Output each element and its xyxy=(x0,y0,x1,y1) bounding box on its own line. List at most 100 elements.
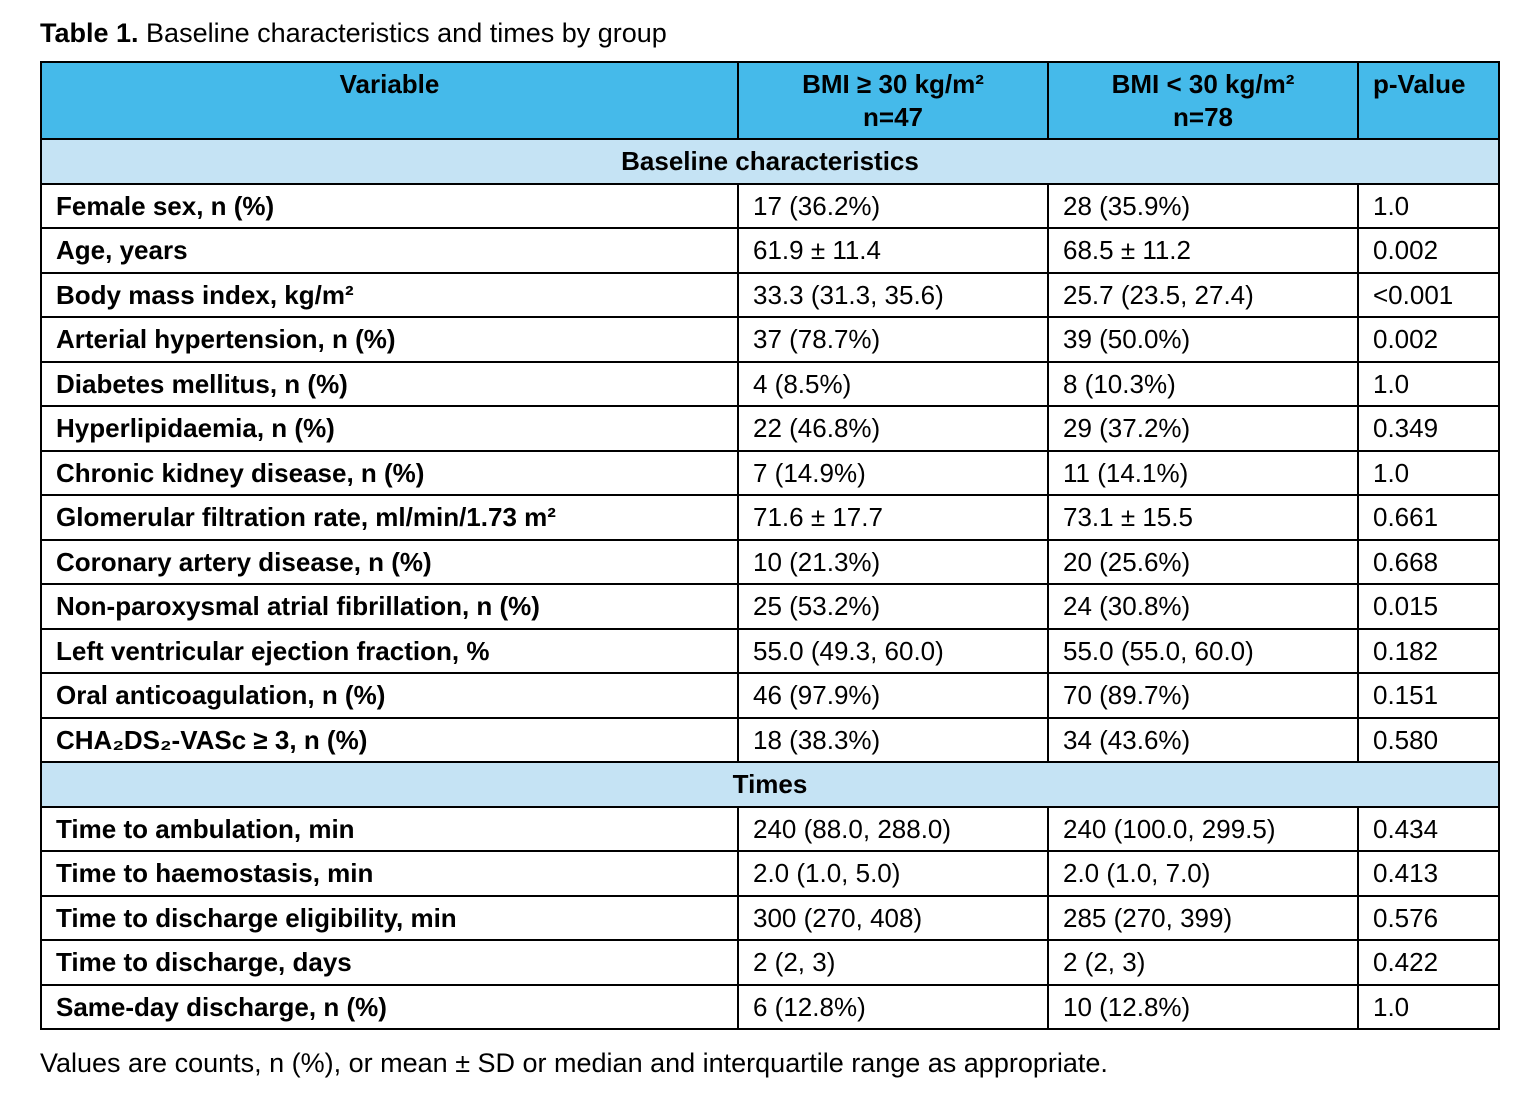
table-row: Age, years 61.9 ± 11.4 68.5 ± 11.2 0.002 xyxy=(40,227,1500,274)
variable-cell: Coronary artery disease, n (%) xyxy=(40,538,739,586)
group1-value-cell: 25 (53.2%) xyxy=(737,583,1049,630)
section-header: Times xyxy=(40,761,1500,808)
variable-cell: Same-day discharge, n (%) xyxy=(40,983,739,1031)
group1-value-cell: 18 (38.3%) xyxy=(737,716,1049,764)
variable-cell: Time to haemostasis, min xyxy=(40,850,739,897)
variable-cell: Diabetes mellitus, n (%) xyxy=(40,360,739,408)
section-row: Times xyxy=(40,761,1500,808)
table-caption-number: Table 1. xyxy=(40,18,139,48)
p-value-cell: 0.182 xyxy=(1357,627,1500,675)
group2-value-cell: 39 (50.0%) xyxy=(1047,316,1359,363)
variable-cell: Glomerular filtration rate, ml/min/1.73 … xyxy=(40,494,739,541)
group1-value-cell: 240 (88.0, 288.0) xyxy=(737,805,1049,853)
section-header: Baseline characteristics xyxy=(40,138,1500,185)
header-row: Variable BMI ≥ 30 kg/m² n=47 BMI < 30 kg… xyxy=(40,61,1500,141)
header-group-bmi-lt-30: BMI < 30 kg/m² n=78 xyxy=(1047,61,1359,141)
table-row: Same-day discharge, n (%) 6 (12.8%) 10 (12… xyxy=(40,983,1500,1031)
group2-value-cell: 55.0 (55.0, 60.0) xyxy=(1047,627,1359,675)
group1-value-cell: 300 (270, 408) xyxy=(737,894,1049,942)
group2-value-cell: 11 (14.1%) xyxy=(1047,449,1359,497)
group2-value-cell: 2.0 (1.0, 7.0) xyxy=(1047,850,1359,897)
group2-value-cell: 25.7 (23.5, 27.4) xyxy=(1047,271,1359,319)
header-variable: Variable xyxy=(40,61,739,141)
table-caption: Table 1. Baseline characteristics and ti… xyxy=(40,16,1498,51)
p-value-cell: 0.580 xyxy=(1357,716,1500,764)
table-row: Body mass index, kg/m² 33.3 (31.3, 35.6) 2… xyxy=(40,271,1500,319)
group1-value-cell: 10 (21.3%) xyxy=(737,538,1049,586)
header-group1-line1: BMI ≥ 30 kg/m² xyxy=(802,69,984,100)
group1-value-cell: 71.6 ± 17.7 xyxy=(737,494,1049,541)
group1-value-cell: 7 (14.9%) xyxy=(737,449,1049,497)
table-caption-text: Baseline characteristics and times by gr… xyxy=(138,18,667,48)
table-row: Time to ambulation, min 240 (88.0, 288.0)… xyxy=(40,805,1500,853)
header-group2-line1: BMI < 30 kg/m² xyxy=(1111,69,1295,100)
table-row: CHA₂DS₂-VASc ≥ 3, n (%) 18 (38.3%) 34 (43.… xyxy=(40,716,1500,764)
p-value-cell: 1.0 xyxy=(1357,182,1500,230)
p-value-cell: 1.0 xyxy=(1357,360,1500,408)
p-value-cell: 1.0 xyxy=(1357,449,1500,497)
variable-cell: Hyperlipidaemia, n (%) xyxy=(40,405,739,452)
group1-value-cell: 22 (46.8%) xyxy=(737,405,1049,452)
p-value-cell: <0.001 xyxy=(1357,271,1500,319)
header-group1-line2: n=47 xyxy=(863,101,923,132)
variable-cell: CHA₂DS₂-VASc ≥ 3, n (%) xyxy=(40,716,739,764)
p-value-cell: 0.434 xyxy=(1357,805,1500,853)
header-p-value: p-Value xyxy=(1357,61,1500,141)
table-row: Chronic kidney disease, n (%) 7 (14.9%) 11… xyxy=(40,449,1500,497)
p-value-cell: 0.668 xyxy=(1357,538,1500,586)
variable-cell: Body mass index, kg/m² xyxy=(40,271,739,319)
group2-value-cell: 24 (30.8%) xyxy=(1047,583,1359,630)
table-row: Diabetes mellitus, n (%) 4 (8.5%) 8 (10.3%… xyxy=(40,360,1500,408)
group2-value-cell: 68.5 ± 11.2 xyxy=(1047,227,1359,274)
p-value-cell: 0.413 xyxy=(1357,850,1500,897)
variable-cell: Time to ambulation, min xyxy=(40,805,739,853)
group2-value-cell: 34 (43.6%) xyxy=(1047,716,1359,764)
group2-value-cell: 8 (10.3%) xyxy=(1047,360,1359,408)
table-row: Time to discharge, days 2 (2, 3) 2 (2, 3) 0… xyxy=(40,939,1500,986)
group1-value-cell: 33.3 (31.3, 35.6) xyxy=(737,271,1049,319)
group1-value-cell: 61.9 ± 11.4 xyxy=(737,227,1049,274)
group2-value-cell: 2 (2, 3) xyxy=(1047,939,1359,986)
group2-value-cell: 29 (37.2%) xyxy=(1047,405,1359,452)
variable-cell: Time to discharge eligibility, min xyxy=(40,894,739,942)
group1-value-cell: 6 (12.8%) xyxy=(737,983,1049,1031)
baseline-characteristics-table: Variable BMI ≥ 30 kg/m² n=47 BMI < 30 kg… xyxy=(40,61,1500,1031)
variable-cell: Left ventricular ejection fraction, % xyxy=(40,627,739,675)
group1-value-cell: 46 (97.9%) xyxy=(737,672,1049,719)
group1-value-cell: 17 (36.2%) xyxy=(737,182,1049,230)
group2-value-cell: 240 (100.0, 299.5) xyxy=(1047,805,1359,853)
table-row: Oral anticoagulation, n (%) 46 (97.9%) 70 … xyxy=(40,672,1500,719)
group2-value-cell: 70 (89.7%) xyxy=(1047,672,1359,719)
p-value-cell: 0.002 xyxy=(1357,227,1500,274)
table-row: Left ventricular ejection fraction, % 55.… xyxy=(40,627,1500,675)
group2-value-cell: 20 (25.6%) xyxy=(1047,538,1359,586)
variable-cell: Age, years xyxy=(40,227,739,274)
p-value-cell: 1.0 xyxy=(1357,983,1500,1031)
p-value-cell: 0.661 xyxy=(1357,494,1500,541)
p-value-cell: 0.151 xyxy=(1357,672,1500,719)
variable-cell: Chronic kidney disease, n (%) xyxy=(40,449,739,497)
table-row: Glomerular filtration rate, ml/min/1.73 … xyxy=(40,494,1500,541)
group2-value-cell: 73.1 ± 15.5 xyxy=(1047,494,1359,541)
group1-value-cell: 37 (78.7%) xyxy=(737,316,1049,363)
group1-value-cell: 4 (8.5%) xyxy=(737,360,1049,408)
variable-cell: Female sex, n (%) xyxy=(40,182,739,230)
section-row: Baseline characteristics xyxy=(40,138,1500,185)
p-value-cell: 0.422 xyxy=(1357,939,1500,986)
group1-value-cell: 2 (2, 3) xyxy=(737,939,1049,986)
variable-cell: Oral anticoagulation, n (%) xyxy=(40,672,739,719)
group2-value-cell: 10 (12.8%) xyxy=(1047,983,1359,1031)
p-value-cell: 0.002 xyxy=(1357,316,1500,363)
p-value-cell: 0.349 xyxy=(1357,405,1500,452)
table-row: Time to discharge eligibility, min 300 (2… xyxy=(40,894,1500,942)
p-value-cell: 0.015 xyxy=(1357,583,1500,630)
header-group2-line2: n=78 xyxy=(1173,101,1233,132)
table-row: Female sex, n (%) 17 (36.2%) 28 (35.9%) 1.0 xyxy=(40,182,1500,230)
table-row: Hyperlipidaemia, n (%) 22 (46.8%) 29 (37.2… xyxy=(40,405,1500,452)
group1-value-cell: 55.0 (49.3, 60.0) xyxy=(737,627,1049,675)
group2-value-cell: 28 (35.9%) xyxy=(1047,182,1359,230)
variable-cell: Non-paroxysmal atrial fibrillation, n (%… xyxy=(40,583,739,630)
group2-value-cell: 285 (270, 399) xyxy=(1047,894,1359,942)
table-row: Time to haemostasis, min 2.0 (1.0, 5.0) 2.… xyxy=(40,850,1500,897)
